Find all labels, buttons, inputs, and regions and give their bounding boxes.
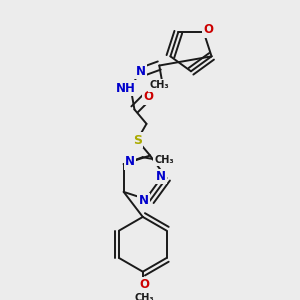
Text: N: N: [156, 170, 166, 183]
Text: N: N: [125, 155, 135, 168]
Text: O: O: [139, 278, 149, 291]
Text: CH₃: CH₃: [134, 292, 154, 300]
Text: S: S: [133, 134, 142, 147]
Text: N: N: [136, 64, 146, 78]
Text: CH₃: CH₃: [155, 155, 174, 165]
Text: O: O: [143, 90, 154, 103]
Text: O: O: [203, 23, 213, 36]
Text: NH: NH: [116, 82, 135, 94]
Text: N: N: [139, 194, 149, 207]
Text: CH₃: CH₃: [149, 80, 169, 91]
